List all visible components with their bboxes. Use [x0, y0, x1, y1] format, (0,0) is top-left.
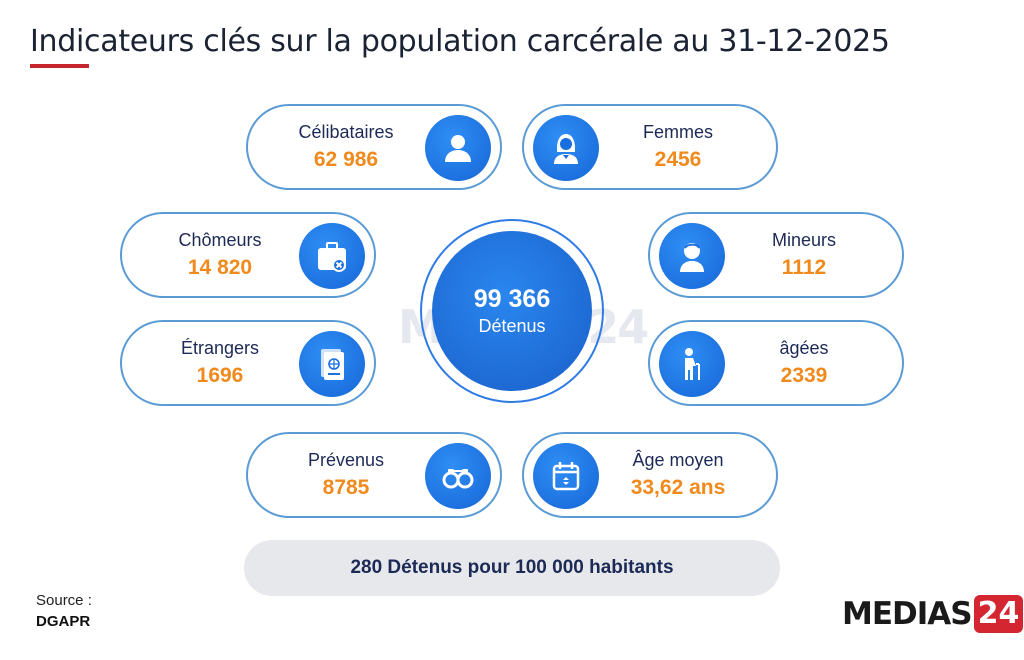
child-icon: [659, 223, 725, 289]
indicator-value: 2339: [780, 364, 828, 387]
passport-icon: [299, 331, 365, 397]
indicator-label: Célibataires: [298, 122, 394, 142]
indicator-label: Étrangers: [180, 338, 260, 358]
total-detainees-value: 99 366: [473, 285, 551, 313]
indicator-value: 14 820: [187, 256, 253, 279]
indicator-femmes: Femmes 2456: [522, 104, 778, 190]
logo-number: 24: [973, 595, 1024, 633]
total-detainees-circle: 99 366 Détenus: [432, 231, 592, 391]
indicator-value: 33,62 ans: [630, 476, 726, 499]
source-label: Source :: [36, 592, 92, 609]
calendar-icon: [533, 443, 599, 509]
indicator-age-moyen: Âge moyen 33,62 ans: [522, 432, 778, 518]
elderly-icon: [659, 331, 725, 397]
total-detainees-label: Détenus: [478, 316, 546, 336]
title-underline: [30, 64, 89, 68]
woman-icon: [533, 115, 599, 181]
indicator-value: 2456: [654, 148, 702, 171]
indicator-label: Prévenus: [307, 450, 385, 470]
medias24-logo: MEDIAS 24: [842, 594, 1024, 634]
indicator-label: âgées: [779, 338, 829, 358]
handcuffs-icon: [425, 443, 491, 509]
page-title: Indicateurs clés sur la population carcé…: [30, 24, 890, 59]
indicator-value: 8785: [322, 476, 370, 499]
indicator-value: 1112: [781, 256, 827, 279]
indicator-label: Mineurs: [771, 230, 837, 250]
indicator-agees: âgées 2339: [648, 320, 904, 406]
logo-word: MEDIAS: [842, 596, 973, 632]
indicator-label: Femmes: [642, 122, 713, 142]
incarceration-rate: 280 Détenus pour 100 000 habitants: [244, 540, 780, 596]
indicator-prevenus: Prévenus 8785: [246, 432, 502, 518]
briefcase-x-icon: [299, 223, 365, 289]
indicator-celibataires: Célibataires 62 986: [246, 104, 502, 190]
indicator-chomeurs: Chômeurs 14 820: [120, 212, 376, 298]
indicator-label: Âge moyen: [632, 450, 724, 470]
person-icon: [425, 115, 491, 181]
source-value: DGAPR: [36, 613, 91, 630]
indicator-etrangers: Étrangers 1696: [120, 320, 376, 406]
indicator-value: 62 986: [313, 148, 379, 171]
indicator-label: Chômeurs: [178, 230, 262, 250]
indicator-value: 1696: [196, 364, 244, 387]
center-ring: [420, 219, 604, 403]
indicator-mineurs: Mineurs 1112: [648, 212, 904, 298]
